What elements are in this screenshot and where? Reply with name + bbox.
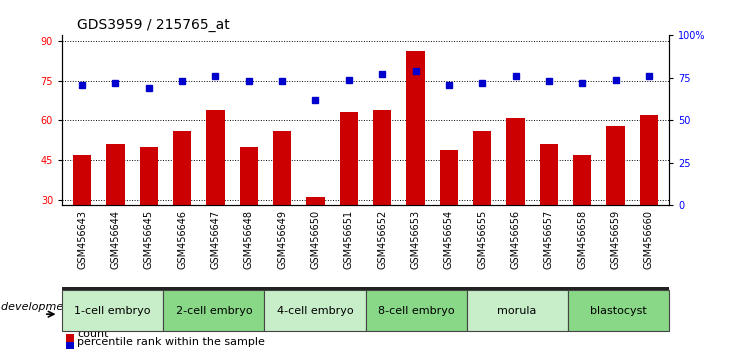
- Bar: [507, 118, 525, 205]
- Text: blastocyst: blastocyst: [590, 306, 647, 316]
- Text: GDS3959 / 215765_at: GDS3959 / 215765_at: [77, 18, 230, 32]
- Bar: [273, 131, 292, 205]
- Text: morula: morula: [498, 306, 537, 316]
- Bar: [539, 144, 558, 205]
- Bar: [373, 110, 391, 205]
- Bar: [640, 115, 658, 205]
- Bar: [173, 131, 192, 205]
- Bar: [406, 51, 425, 205]
- Text: count: count: [77, 329, 109, 339]
- Bar: [106, 144, 125, 205]
- Bar: [340, 113, 358, 205]
- Text: 1-cell embryo: 1-cell embryo: [75, 306, 151, 316]
- Text: 8-cell embryo: 8-cell embryo: [378, 306, 455, 316]
- Bar: [73, 155, 91, 205]
- Bar: [240, 147, 258, 205]
- Bar: [206, 110, 224, 205]
- Text: development stage: development stage: [1, 302, 109, 312]
- Text: 2-cell embryo: 2-cell embryo: [175, 306, 252, 316]
- Bar: [473, 131, 491, 205]
- Bar: [573, 155, 591, 205]
- Text: percentile rank within the sample: percentile rank within the sample: [77, 337, 265, 347]
- Bar: [140, 147, 158, 205]
- Bar: [439, 149, 458, 205]
- Bar: [306, 198, 325, 205]
- Bar: [606, 126, 625, 205]
- Text: 4-cell embryo: 4-cell embryo: [276, 306, 353, 316]
